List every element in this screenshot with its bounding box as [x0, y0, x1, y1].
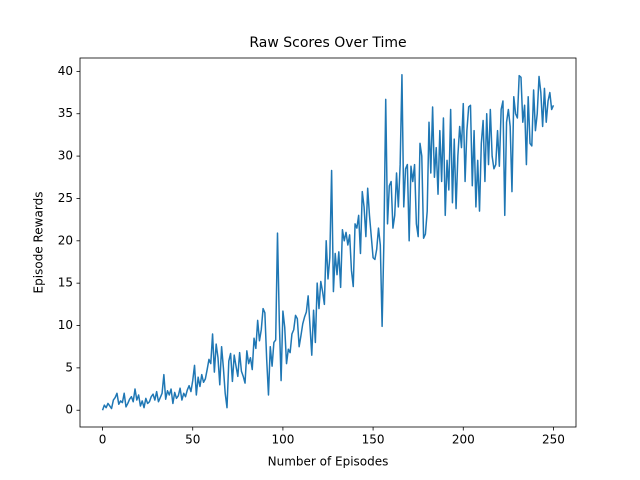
- x-axis-label: Number of Episodes: [268, 455, 389, 469]
- y-tick-label: 35: [58, 106, 73, 120]
- y-tick-label: 20: [58, 233, 73, 247]
- x-tick-label: 150: [362, 433, 385, 447]
- y-tick-label: 0: [65, 403, 73, 417]
- y-tick-label: 25: [58, 191, 73, 205]
- chart-title: Raw Scores Over Time: [249, 35, 406, 51]
- x-tick-label: 200: [452, 433, 475, 447]
- plot-frame: [79, 57, 577, 428]
- y-tick-label: 40: [58, 64, 73, 78]
- x-tick-label: 50: [185, 433, 200, 447]
- x-tick-label: 250: [542, 433, 565, 447]
- y-tick-label: 10: [58, 318, 73, 332]
- line-series: [101, 74, 555, 411]
- y-tick-label: 15: [58, 276, 73, 290]
- y-axis-label: Episode Rewards: [32, 192, 46, 294]
- x-tick-label: 0: [99, 433, 107, 447]
- x-tick-label: 100: [271, 433, 294, 447]
- y-tick-label: 30: [58, 149, 73, 163]
- y-tick-label: 5: [65, 360, 73, 374]
